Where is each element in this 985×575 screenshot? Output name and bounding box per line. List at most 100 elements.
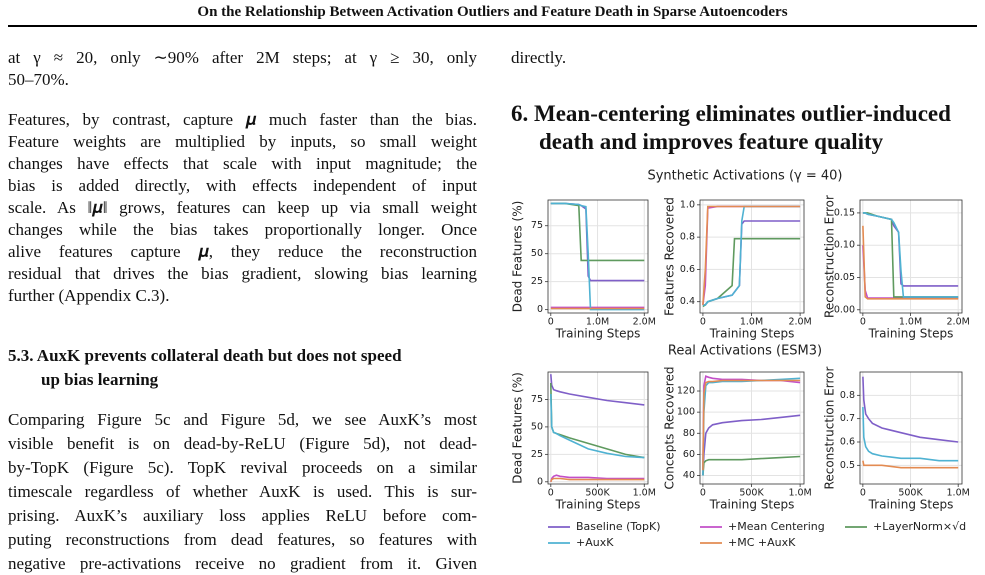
row-title: Synthetic Activations (γ = 40) bbox=[647, 169, 842, 184]
x-tick-label: 0 bbox=[548, 488, 554, 499]
heading-line: death and improves feature quality bbox=[539, 129, 884, 154]
y-axis-label: Dead Features (%) bbox=[511, 201, 525, 313]
y-tick-label: 0.8 bbox=[680, 232, 695, 243]
series-line bbox=[702, 414, 801, 476]
x-tick-label: 1.0M bbox=[899, 317, 922, 328]
series-line bbox=[862, 225, 959, 300]
plot-frame bbox=[547, 199, 649, 314]
x-axis-label: Training Steps bbox=[555, 498, 641, 512]
series-line bbox=[702, 455, 801, 476]
heading-line: 6. Mean-centering eliminates outlier-ind… bbox=[511, 101, 951, 126]
x-tick-label: 1.0M bbox=[740, 317, 763, 328]
x-axis-label: Training Steps bbox=[709, 327, 795, 341]
x-tick-label: 0 bbox=[700, 488, 706, 499]
x-axis-label: Training Steps bbox=[555, 327, 641, 341]
text-line: visible benefit is on dead-by-ReLU (Figu… bbox=[8, 434, 477, 453]
y-tick-label: 120 bbox=[677, 386, 695, 397]
text-line: prising. AuxK’s auxiliary loss applies R… bbox=[8, 506, 477, 525]
x-tick-label: 0 bbox=[548, 317, 554, 328]
text-line: Comparing Figure 5c and Figure 5d, we se… bbox=[8, 410, 477, 429]
y-tick-label: 0.5 bbox=[840, 460, 855, 471]
text-line: by-TopK (Figure 5c). TopK revival procee… bbox=[8, 458, 477, 477]
x-tick-label: 2.0M bbox=[788, 317, 811, 328]
x-tick-label: 500K bbox=[585, 488, 610, 499]
y-tick-label: 0.10 bbox=[834, 240, 855, 251]
running-header: On the Relationship Between Activation O… bbox=[197, 4, 788, 20]
plot-frame bbox=[547, 371, 649, 485]
x-tick-label: 500K bbox=[898, 488, 923, 499]
text-line: Feature weights are multiplied by inputs… bbox=[8, 132, 477, 151]
x-axis-label: Training Steps bbox=[868, 498, 954, 512]
legend-label: +LayerNorm×√d bbox=[873, 520, 966, 533]
y-tick-label: 0.6 bbox=[840, 437, 855, 448]
series-line bbox=[862, 406, 959, 462]
y-tick-label: 100 bbox=[677, 407, 695, 418]
legend-label: +AuxK bbox=[576, 536, 614, 549]
y-tick-label: 0.4 bbox=[680, 296, 695, 307]
text-line: changes while the bias takes proportiona… bbox=[8, 220, 477, 239]
y-tick-label: 0.8 bbox=[840, 390, 855, 401]
text-line: scale. As ‖𝝁‖ grows, features can keep u… bbox=[8, 198, 477, 217]
y-axis-label: Reconstruction Error bbox=[823, 367, 837, 490]
x-tick-label: 1.0M bbox=[947, 488, 970, 499]
x-tick-label: 1.0M bbox=[586, 317, 609, 328]
text-line: negative pre-activations receive no grad… bbox=[8, 554, 477, 573]
series-line bbox=[550, 393, 645, 459]
x-tick-label: 500K bbox=[739, 488, 764, 499]
y-tick-label: 0.05 bbox=[834, 272, 855, 283]
x-tick-label: 2.0M bbox=[947, 317, 970, 328]
text-line: bias is added directly, with effects ind… bbox=[8, 176, 477, 195]
y-tick-label: 60 bbox=[683, 449, 695, 460]
y-axis-label: Features Recovered bbox=[663, 197, 677, 316]
x-axis-label: Training Steps bbox=[709, 498, 795, 512]
y-tick-label: 50 bbox=[531, 248, 543, 259]
series-line bbox=[862, 212, 959, 298]
text-line: puting reconstructions from dead feature… bbox=[8, 530, 477, 549]
legend-label: +MC +AuxK bbox=[728, 536, 796, 549]
y-tick-label: 75 bbox=[531, 394, 543, 405]
series-line bbox=[862, 460, 959, 469]
y-axis-label: Concepts Recovered bbox=[663, 367, 677, 490]
y-tick-label: 0.6 bbox=[680, 264, 695, 275]
x-tick-label: 1.0M bbox=[788, 488, 811, 499]
y-tick-label: 75 bbox=[531, 220, 543, 231]
heading-line: 5.3. AuxK prevents collateral death but … bbox=[8, 346, 402, 365]
text-line: further (Appendix C.3). bbox=[8, 286, 170, 305]
plot-frame bbox=[859, 199, 963, 314]
text-line: changes have effects that scale with inp… bbox=[8, 154, 477, 173]
y-axis-label: Reconstruction Error bbox=[823, 195, 837, 318]
y-tick-label: 0 bbox=[537, 476, 543, 487]
series-line bbox=[862, 376, 959, 443]
text-line: timescale regardless of whether AuxK is … bbox=[8, 482, 477, 501]
y-tick-label: 25 bbox=[531, 449, 543, 460]
series-line bbox=[550, 474, 645, 483]
text-line: at γ ≈ 20, only ∼90% after 2M steps; at … bbox=[8, 48, 477, 67]
x-tick-label: 2.0M bbox=[633, 317, 656, 328]
y-tick-label: 80 bbox=[683, 428, 695, 439]
series-line bbox=[702, 379, 801, 471]
y-tick-label: 1.0 bbox=[680, 199, 695, 210]
series-line bbox=[550, 477, 645, 483]
plot-frame bbox=[699, 371, 805, 485]
text-line: Features, by contrast, capture 𝝁 much fa… bbox=[8, 110, 477, 129]
legend-label: Baseline (TopK) bbox=[576, 520, 661, 533]
y-tick-label: 0.7 bbox=[840, 413, 855, 424]
y-tick-label: 0.00 bbox=[834, 304, 855, 315]
text-line: 50–70%. bbox=[8, 70, 69, 89]
series-line bbox=[550, 374, 645, 406]
y-tick-label: 0.15 bbox=[834, 207, 855, 218]
y-tick-label: 0 bbox=[537, 304, 543, 315]
x-axis-label: Training Steps bbox=[868, 327, 954, 341]
y-tick-label: 40 bbox=[683, 470, 695, 481]
series-line bbox=[702, 205, 801, 305]
x-tick-label: 0 bbox=[860, 488, 866, 499]
heading-line: up bias learning bbox=[41, 370, 159, 389]
x-tick-label: 1.0M bbox=[633, 488, 656, 499]
text-line: alive features capture 𝝁, they reduce th… bbox=[8, 242, 477, 261]
text-line: residual that drives the bias gradient, … bbox=[8, 264, 477, 283]
x-tick-label: 0 bbox=[700, 317, 706, 328]
text-line: directly. bbox=[511, 48, 567, 67]
y-tick-label: 50 bbox=[531, 421, 543, 432]
